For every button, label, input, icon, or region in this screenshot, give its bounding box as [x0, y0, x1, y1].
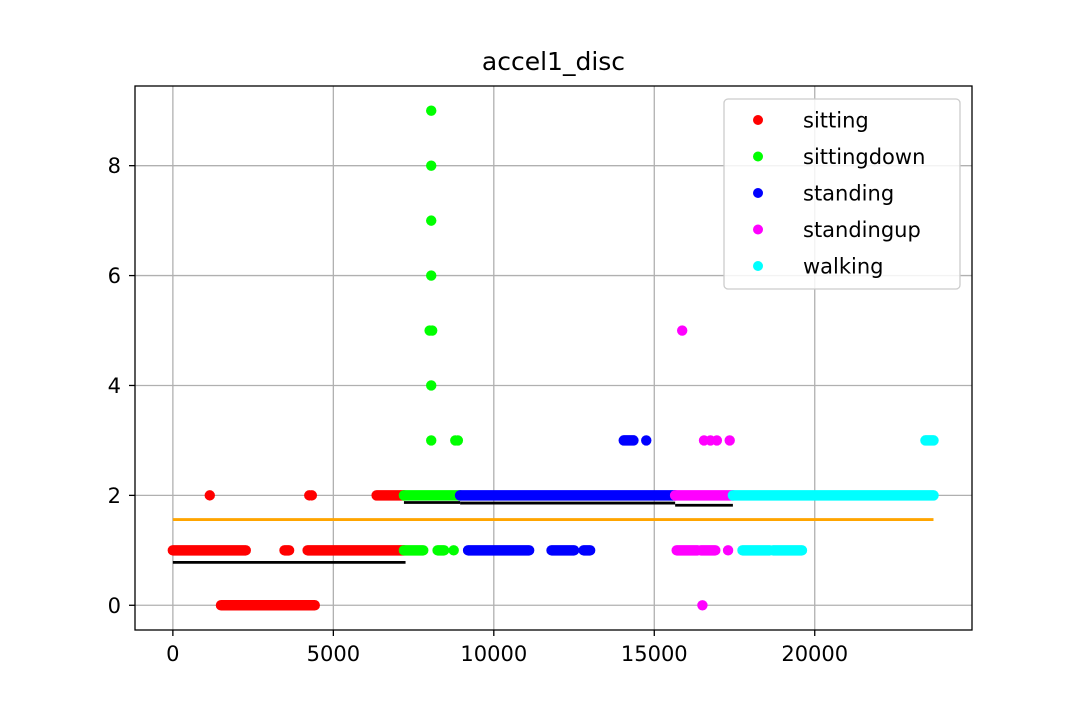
x-axis: 0 5000 10000 15000 20000 [166, 630, 848, 666]
legend-label: sittingdown [803, 145, 925, 169]
data-point [426, 215, 437, 226]
data-point [452, 435, 464, 446]
series-standing [454, 435, 681, 556]
legend-marker [753, 261, 763, 271]
data-point [676, 325, 688, 336]
data-point [697, 600, 708, 611]
plot-frame [134, 85, 973, 631]
y-tick-label: 0 [108, 594, 121, 618]
data-point [426, 435, 437, 446]
x-tick-label: 20000 [781, 642, 848, 666]
chart-title: accel1_disc [482, 47, 625, 76]
y-tick-label: 4 [108, 374, 121, 398]
data-point [724, 435, 735, 446]
x-tick-label: 0 [166, 642, 179, 666]
data-point [448, 545, 459, 556]
series-sitting [167, 490, 410, 611]
series-walking [727, 435, 939, 556]
legend-label: standing [803, 182, 894, 206]
x-tick-label: 15000 [621, 642, 688, 666]
y-tick-label: 8 [108, 154, 121, 178]
data-point [426, 105, 437, 116]
data-point [711, 435, 723, 446]
y-tick-label: 2 [108, 484, 121, 508]
data-point [641, 435, 652, 446]
legend-marker [753, 151, 763, 162]
reference-lines [172, 495, 934, 564]
legend-label: standingup [803, 218, 921, 242]
data-points [167, 105, 939, 611]
x-tick-label: 10000 [460, 642, 527, 666]
data-point [426, 160, 437, 171]
data-point [426, 325, 438, 336]
x-tick-label: 5000 [307, 642, 360, 666]
data-point [204, 490, 215, 501]
data-point [426, 380, 437, 391]
legend-label: sitting [803, 109, 869, 133]
y-tick-label: 6 [108, 264, 121, 288]
data-point [426, 270, 437, 281]
data-point [722, 545, 734, 556]
legend-marker [753, 188, 763, 198]
series-standingup [669, 325, 739, 611]
series-sittingdown [398, 105, 466, 556]
legend-marker [753, 224, 763, 235]
legend-frame [723, 98, 961, 290]
data-point [306, 490, 318, 501]
legend-label: walking [803, 255, 884, 279]
legend: sitting sittingdown standing standingup walk… [723, 98, 961, 290]
y-axis: 0 2 4 6 8 [108, 154, 135, 618]
legend-marker [753, 115, 763, 125]
